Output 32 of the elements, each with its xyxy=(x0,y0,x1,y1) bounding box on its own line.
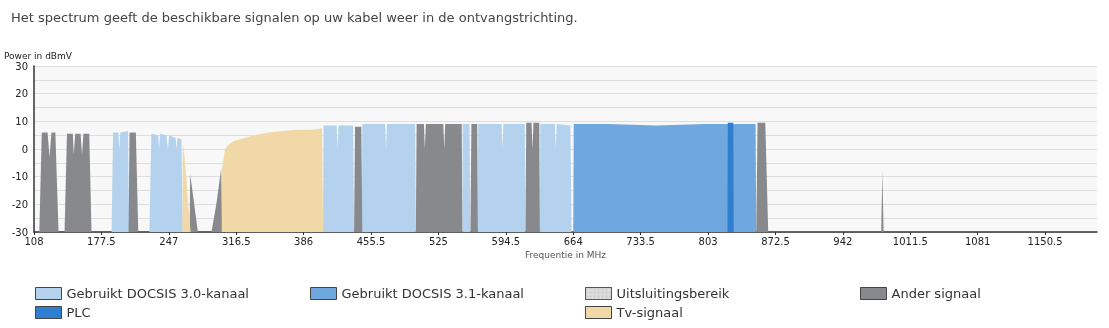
x-tick-label: 942 xyxy=(833,235,853,247)
y-tick-label: -30 xyxy=(11,226,28,238)
x-axis-title: Frequentie in MHz xyxy=(525,250,607,261)
x-tick-label: 872.5 xyxy=(761,235,790,247)
x-tick-label: 455.5 xyxy=(356,235,386,247)
legend-label: Ander signaal xyxy=(891,286,981,301)
y-tick-label: -20 xyxy=(11,198,28,210)
legend-label: Uitsluitingsbereik xyxy=(616,286,730,301)
legend-label: Gebruikt DOCSIS 3.1-kanaal xyxy=(341,286,524,301)
x-tick-label: 177.5 xyxy=(87,235,116,247)
y-tick-label: 20 xyxy=(15,88,28,100)
y-axis-title: Power in dBmV xyxy=(4,50,73,61)
x-tick-label: 525 xyxy=(428,235,448,247)
legend-label: PLC xyxy=(66,305,91,320)
x-tick-label: 594.5 xyxy=(491,235,521,247)
legend-label: Tv-signaal xyxy=(615,305,683,320)
x-tick-label: 316.5 xyxy=(221,235,251,247)
x-tick-label: 803 xyxy=(698,235,718,247)
x-tick-label: 1081 xyxy=(964,235,991,247)
legend-label: Gebruikt DOCSIS 3.0-kanaal xyxy=(66,286,249,301)
x-tick-label: 733.5 xyxy=(626,235,655,247)
x-tick-label: 664 xyxy=(563,235,583,247)
x-tick-label: 247 xyxy=(159,235,179,247)
x-tick-label: 1011.5 xyxy=(892,235,928,247)
y-tick-label: -10 xyxy=(11,171,28,183)
x-tick-label: 386 xyxy=(294,235,314,247)
y-tick-label: 0 xyxy=(21,143,28,155)
x-tick-label: 1150.5 xyxy=(1027,235,1063,247)
y-tick-label: 30 xyxy=(15,60,28,72)
x-tick-label: 108 xyxy=(24,235,44,247)
y-tick-label: 10 xyxy=(15,115,28,127)
chart-title: Het spectrum geeft de beschikbare signalen op uw kabel weer in de ontvangstrichting. xyxy=(11,10,578,25)
